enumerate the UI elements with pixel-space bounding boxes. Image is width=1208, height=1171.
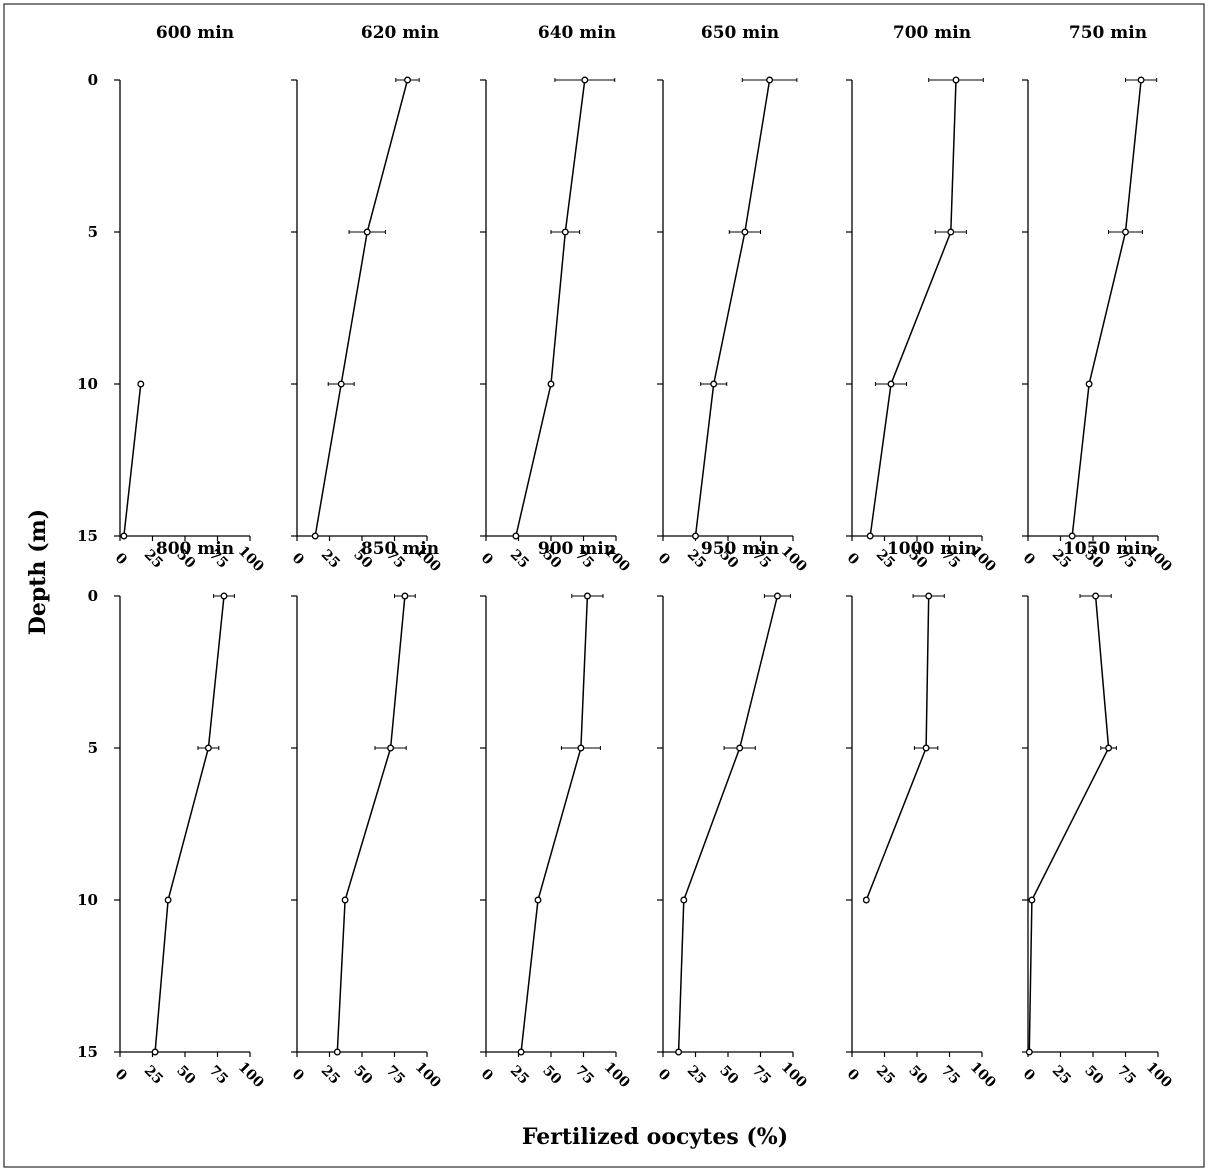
data-point <box>862 896 870 904</box>
panel-title: 950 min <box>701 539 779 559</box>
panel-title: 800 min <box>156 539 234 559</box>
data-point <box>220 592 228 600</box>
data-point <box>404 76 411 84</box>
data-point <box>151 1048 159 1056</box>
panel-title: 850 min <box>361 539 439 559</box>
data-point <box>561 228 569 236</box>
y-tick-label: 0 <box>88 71 98 89</box>
panel-title: 620 min <box>361 23 439 43</box>
series-line <box>154 595 225 1053</box>
data-point <box>741 228 749 236</box>
data-point <box>363 228 371 236</box>
data-point <box>387 744 395 752</box>
y-tick-label: 5 <box>88 223 98 241</box>
data-point <box>736 744 744 752</box>
data-point <box>680 896 688 904</box>
data-point <box>401 592 409 600</box>
data-point <box>1122 228 1129 236</box>
data-point <box>710 380 718 388</box>
series-line <box>694 79 771 537</box>
y-tick-label: 0 <box>88 587 98 605</box>
y-axis-title: Depth (m) <box>25 509 51 635</box>
series-line <box>1071 79 1142 537</box>
panel-title: 750 min <box>1069 23 1147 43</box>
data-point <box>577 744 585 752</box>
series-line <box>520 595 589 1053</box>
data-point <box>1137 76 1145 84</box>
data-point <box>534 896 542 904</box>
data-point <box>887 380 895 388</box>
data-point <box>1092 592 1100 600</box>
data-point <box>866 532 874 540</box>
data-point <box>766 76 774 84</box>
panel-title: 1000 min <box>887 539 977 559</box>
figure-border <box>3 3 1205 1168</box>
data-point <box>1068 532 1076 540</box>
data-point <box>341 896 349 904</box>
panel-title: 1050 min <box>1063 539 1153 559</box>
data-point <box>311 532 319 540</box>
y-tick-label: 10 <box>77 891 98 909</box>
data-point <box>583 592 591 600</box>
data-point <box>947 228 955 236</box>
panel-title: 600 min <box>156 23 234 43</box>
data-point <box>1105 744 1113 752</box>
y-tick-label: 5 <box>88 739 98 757</box>
series-line <box>123 383 142 537</box>
y-tick-label: 15 <box>77 527 98 545</box>
data-point <box>512 532 520 540</box>
data-point <box>675 1048 683 1056</box>
data-point <box>692 532 699 540</box>
data-point <box>952 76 960 84</box>
series-line <box>869 79 957 537</box>
data-point <box>517 1048 525 1056</box>
y-tick-label: 15 <box>77 1043 98 1061</box>
data-point <box>547 380 555 388</box>
data-point <box>1085 380 1093 388</box>
data-point <box>922 744 930 752</box>
data-point <box>137 380 145 388</box>
series-line <box>314 79 409 537</box>
data-point <box>333 1048 341 1056</box>
data-point <box>925 592 933 600</box>
series-line <box>336 595 406 1053</box>
y-tick-label: 10 <box>77 375 98 393</box>
panel-title: 640 min <box>538 23 616 43</box>
data-point <box>1028 896 1036 904</box>
x-axis-title: Fertilized oocytes (%) <box>522 1124 788 1150</box>
data-point <box>1025 1048 1033 1056</box>
data-point <box>164 896 172 904</box>
series-line <box>1028 595 1110 1053</box>
data-point <box>337 380 345 388</box>
panel-title: 700 min <box>893 23 971 43</box>
panel-title: 900 min <box>538 539 616 559</box>
data-point <box>204 744 212 752</box>
data-point <box>581 76 589 84</box>
series-line <box>677 595 779 1053</box>
series-line <box>515 79 586 537</box>
data-point <box>773 592 781 600</box>
panel-title: 650 min <box>701 23 779 43</box>
data-point <box>120 532 128 540</box>
